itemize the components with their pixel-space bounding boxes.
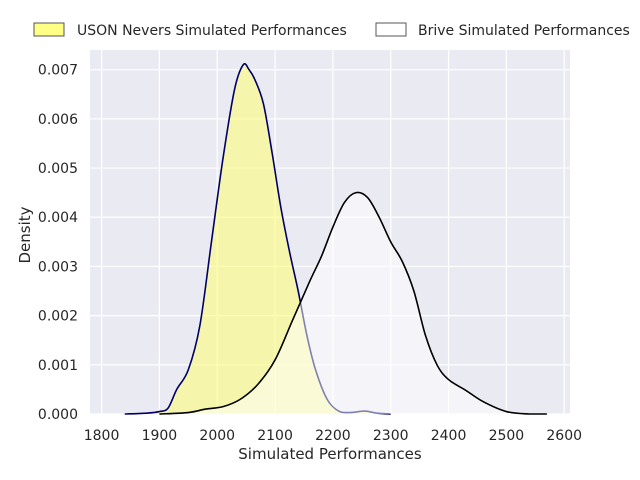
y-tick-label: 0.002 bbox=[38, 309, 78, 325]
x-tick-label: 2300 bbox=[373, 428, 409, 444]
x-tick-labels: 1800 1900 2000 2100 2200 2300 2400 2500 2600 bbox=[84, 428, 582, 444]
series-brive bbox=[159, 191, 547, 415]
x-axis-label: Simulated Performances bbox=[238, 445, 422, 463]
legend-label-brive: Brive Simulated Performances bbox=[418, 23, 630, 39]
y-tick-label: 0.003 bbox=[38, 259, 78, 275]
series-uson-nevers-area bbox=[124, 63, 391, 415]
y-axis-label: Density bbox=[16, 206, 34, 263]
y-tick-labels: 0.000 0.001 0.002 0.003 0.004 0.005 0.006 0.007 bbox=[38, 63, 78, 423]
x-tick-label: 2500 bbox=[489, 428, 525, 444]
x-tick-label: 2600 bbox=[546, 428, 582, 444]
y-tick-label: 0.006 bbox=[38, 112, 78, 128]
y-tick-label: 0.005 bbox=[38, 161, 78, 177]
y-tick-label: 0.001 bbox=[38, 358, 78, 374]
y-tick-label: 0.004 bbox=[38, 210, 78, 226]
legend-swatch-brive bbox=[375, 22, 407, 37]
series-layer bbox=[124, 62, 547, 415]
x-tick-label: 2000 bbox=[199, 428, 235, 444]
x-tick-label: 1800 bbox=[84, 428, 120, 444]
legend-label-uson: USON Nevers Simulated Performances bbox=[77, 23, 347, 39]
y-tick-label: 0.007 bbox=[38, 63, 78, 79]
legend-swatch-uson bbox=[33, 22, 65, 37]
x-tick-label: 1900 bbox=[142, 428, 178, 444]
series-brive-line bbox=[159, 191, 547, 415]
series-brive-area bbox=[159, 192, 547, 414]
legend: USON Nevers Simulated Performances Brive… bbox=[33, 22, 630, 39]
x-tick-label: 2200 bbox=[315, 428, 351, 444]
y-tick-label: 0.000 bbox=[38, 407, 78, 423]
x-tick-label: 2100 bbox=[257, 428, 293, 444]
x-tick-label: 2400 bbox=[431, 428, 467, 444]
